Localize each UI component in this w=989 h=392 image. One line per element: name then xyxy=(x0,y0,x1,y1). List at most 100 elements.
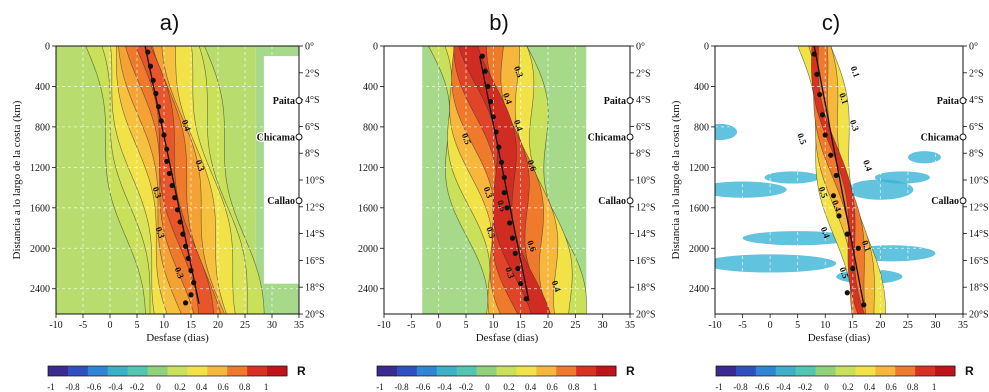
colorbar-tick-label: 1 xyxy=(264,382,269,392)
max-lag-point xyxy=(156,104,162,110)
colorbar-segment xyxy=(227,366,248,376)
city-label: Paita xyxy=(604,96,626,107)
y-axis-label: Distancia a lo largo de la costa (km) xyxy=(670,100,682,259)
x-tick-label: 25 xyxy=(903,320,913,331)
max-lag-point xyxy=(504,205,510,211)
max-lag-point xyxy=(180,231,186,237)
x-tick-label: 20 xyxy=(213,320,223,331)
colorbar-segment xyxy=(596,366,617,376)
contour-label: 0.3 xyxy=(482,185,495,199)
panel-b: b)0.30.40.50.60.30.40.50.60.30.50.4-10 -5… xyxy=(358,10,656,392)
colorbar-segment xyxy=(127,366,149,376)
max-lag-point xyxy=(172,195,178,201)
x-tick-label: 10 xyxy=(159,320,169,331)
colorbar-segment xyxy=(915,366,936,376)
colorbar-tick-label: 0.6 xyxy=(885,382,897,392)
contour-label: 0.5 xyxy=(484,226,497,240)
field-white xyxy=(263,56,299,284)
colorbar-label: R xyxy=(965,364,974,378)
city-marker xyxy=(959,97,967,105)
x-axis-label: Desfase (dias) xyxy=(808,332,871,344)
colorbar-segment xyxy=(207,366,228,376)
city-marker xyxy=(295,97,303,105)
y-tick-label: 800 xyxy=(35,122,50,133)
y-tick-label: 800 xyxy=(694,122,709,133)
max-lag-point xyxy=(174,207,181,213)
colorbar-tick-label: -0.2 xyxy=(798,382,812,392)
colorbar-tick-label: -1 xyxy=(715,382,723,392)
contour-label: 0.4 xyxy=(819,226,832,240)
lat-tick-label: 12°S xyxy=(636,202,656,213)
colorbar-segment xyxy=(875,366,896,376)
colorbar-tick-label: 0.8 xyxy=(907,382,919,392)
lat-tick-label: 8°S xyxy=(636,149,651,160)
colorbar-segment xyxy=(735,366,757,376)
contour-label: 0.3 xyxy=(154,226,167,240)
x-tick-label: 35 xyxy=(294,320,304,331)
max-lag-point xyxy=(844,290,850,296)
lat-tick-label: 0° xyxy=(969,42,978,53)
x-tick-label: -10 xyxy=(708,320,721,331)
max-lag-point xyxy=(496,144,502,150)
x-tick-label: 30 xyxy=(267,320,277,331)
max-lag-point xyxy=(490,114,496,120)
city-marker xyxy=(626,197,634,205)
city-label: Paita xyxy=(937,96,959,107)
colorbar-segment xyxy=(396,366,418,376)
lat-tick-label: 16°S xyxy=(305,256,325,267)
max-lag-point xyxy=(161,132,167,138)
negative-region xyxy=(847,179,914,200)
x-tick-label: 25 xyxy=(240,320,250,331)
colorbar-segment xyxy=(48,366,69,376)
negative-region xyxy=(715,181,787,198)
max-lag-point xyxy=(479,53,485,59)
colorbar-segment xyxy=(167,366,188,376)
max-lag-point xyxy=(828,152,834,158)
negative-region xyxy=(874,171,930,184)
max-lag-point xyxy=(158,118,164,124)
lat-tick-label: 4°S xyxy=(305,95,320,106)
colorbar-segment xyxy=(436,366,458,376)
colorbar-segment xyxy=(267,366,288,376)
y-tick-label: 1600 xyxy=(689,203,709,214)
x-tick-label: -5 xyxy=(407,320,415,331)
lat-tick-label: 6°S xyxy=(305,122,320,133)
max-lag-point xyxy=(185,255,191,261)
colorbar-tick-label: 0.4 xyxy=(864,382,876,392)
max-lag-point xyxy=(850,265,856,272)
colorbar-segment xyxy=(815,366,836,376)
contour-label: 0.5 xyxy=(495,199,508,213)
x-axis-label: Desfase (dias) xyxy=(146,332,209,344)
colorbar-segment xyxy=(755,366,777,376)
lat-tick-label: 2°S xyxy=(636,68,651,79)
lat-tick-label: 18°S xyxy=(305,283,325,294)
lat-tick-label: 2°S xyxy=(305,68,320,79)
colorbar-tick-label: 0.8 xyxy=(568,382,580,392)
max-lag-point xyxy=(518,281,524,287)
colorbar-segment xyxy=(187,366,208,376)
y-tick-label: 400 xyxy=(363,82,378,93)
x-tick-label: -5 xyxy=(738,320,746,331)
contour-band xyxy=(135,46,215,314)
colorbar-tick-label: 0.2 xyxy=(174,382,185,392)
x-tick-label: 15 xyxy=(516,320,526,331)
y-tick-label: 400 xyxy=(694,82,709,93)
colorbar-segment xyxy=(147,366,168,376)
colorbar-segment xyxy=(556,366,577,376)
contour-label: 0.3 xyxy=(194,159,207,173)
max-lag-point xyxy=(488,99,494,105)
city-marker xyxy=(959,197,967,205)
y-tick-label: 1200 xyxy=(30,163,50,174)
lat-tick-label: 8°S xyxy=(969,149,984,160)
city-label: Chicama xyxy=(921,133,959,144)
x-tick-label: 10 xyxy=(488,320,498,331)
lat-tick-label: 4°S xyxy=(636,95,651,106)
max-lag-point xyxy=(166,170,172,177)
lat-tick-label: 4°S xyxy=(969,95,984,106)
negative-region xyxy=(907,151,941,164)
contour-label: 0.4 xyxy=(830,199,843,213)
colorbar-tick-label: 1 xyxy=(593,382,598,392)
max-lag-point xyxy=(501,190,507,196)
lat-tick-label: 10°S xyxy=(305,176,325,187)
